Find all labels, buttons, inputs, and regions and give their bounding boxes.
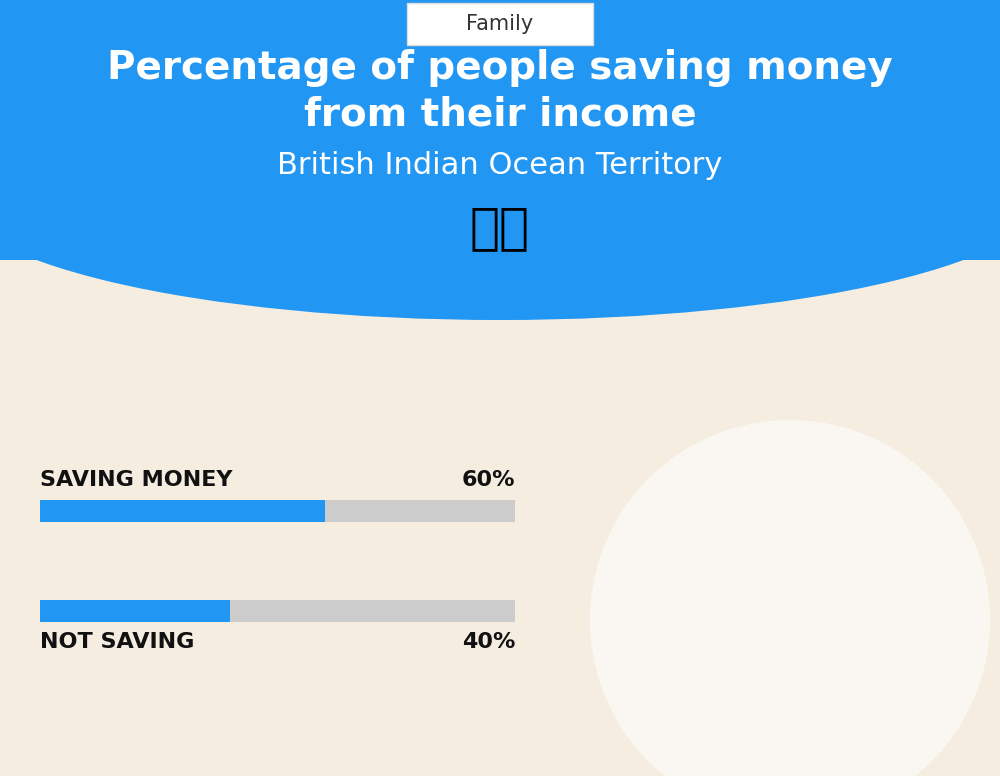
Bar xyxy=(40,500,325,522)
Bar xyxy=(40,600,230,622)
Ellipse shape xyxy=(0,60,1000,320)
Text: SAVING MONEY: SAVING MONEY xyxy=(40,470,232,490)
Text: British Indian Ocean Territory: British Indian Ocean Territory xyxy=(277,151,723,179)
Text: 🇮🇴: 🇮🇴 xyxy=(470,204,530,252)
Text: Family: Family xyxy=(466,14,534,34)
Text: 40%: 40% xyxy=(462,632,515,652)
Circle shape xyxy=(590,420,990,776)
Bar xyxy=(40,600,515,622)
Text: from their income: from their income xyxy=(304,96,696,134)
Bar xyxy=(0,0,1000,260)
Bar xyxy=(40,500,515,522)
Text: Percentage of people saving money: Percentage of people saving money xyxy=(107,49,893,87)
Text: NOT SAVING: NOT SAVING xyxy=(40,632,194,652)
FancyBboxPatch shape xyxy=(407,3,593,45)
Text: 60%: 60% xyxy=(462,470,515,490)
